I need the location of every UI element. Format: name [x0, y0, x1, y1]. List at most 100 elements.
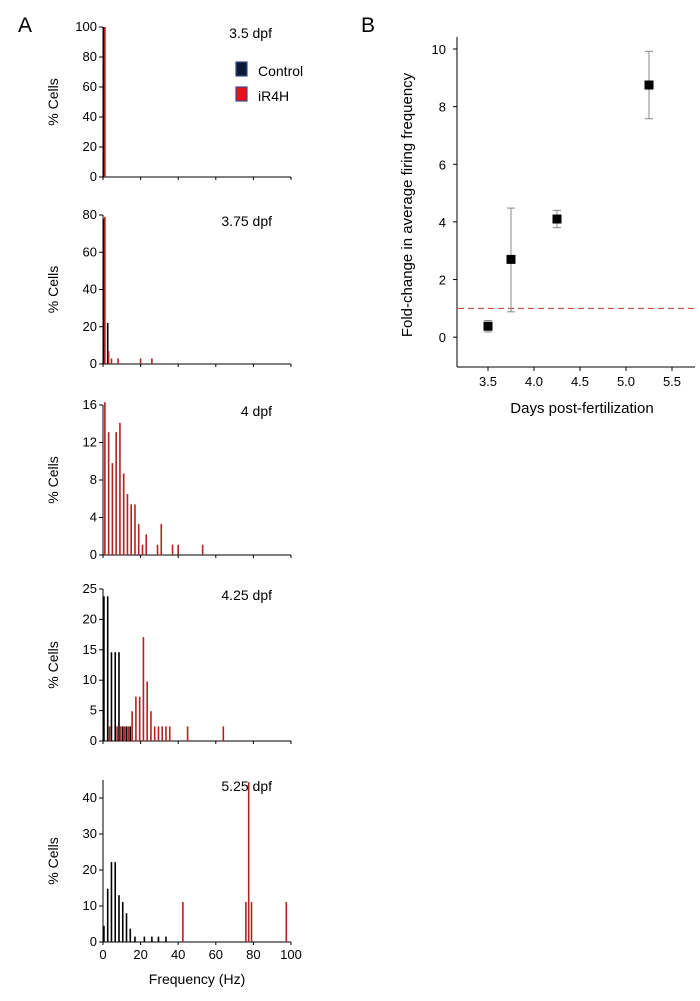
y-tick-label: 0: [90, 733, 97, 748]
data-point: [644, 80, 654, 90]
bar-control: [103, 925, 105, 942]
bar-ir4h: [153, 726, 156, 741]
bar-ir4h: [247, 782, 250, 942]
bar-control: [110, 652, 113, 741]
bar-ir4h: [110, 358, 113, 364]
data-point: [483, 321, 493, 331]
histogram-1-y-label: % Cells: [45, 78, 61, 125]
y-tick-label: 20: [83, 139, 97, 154]
histogram-2-title: 3.75 dpf: [221, 213, 272, 229]
y-tick-label: 0: [90, 169, 97, 184]
bar-ir4h: [127, 726, 130, 741]
bar-control: [157, 936, 160, 942]
y-tick-label: 8: [90, 472, 97, 487]
bar-control: [125, 726, 128, 741]
scatter-x-tick-label: 5.0: [617, 374, 635, 389]
y-tick-label: 4: [90, 510, 97, 525]
x-tick-label: 0: [99, 947, 106, 962]
y-tick-label: 10: [83, 672, 97, 687]
y-tick-label: 0: [90, 547, 97, 562]
y-tick-label: 80: [83, 49, 97, 64]
y-tick-label: 20: [83, 862, 97, 877]
y-tick-label: 25: [83, 581, 97, 596]
bar-ir4h: [122, 473, 125, 555]
scatter-y-tick-label: 4: [439, 215, 446, 230]
x-tick-label: 60: [209, 947, 223, 962]
bar-ir4h: [123, 726, 126, 741]
y-tick-label: 15: [83, 642, 97, 657]
bar-ir4h: [186, 726, 189, 741]
histogram-4-y-label: % Cells: [45, 641, 61, 688]
bar-ir4h: [115, 432, 117, 555]
bar-ir4h: [160, 524, 163, 555]
bar-ir4h: [182, 902, 184, 942]
bar-ir4h: [130, 504, 132, 555]
y-tick-label: 30: [83, 826, 97, 841]
scatter-x-tick-label: 4.5: [571, 374, 589, 389]
histogram-5-y-label: % Cells: [45, 837, 61, 884]
bar-ir4h: [171, 544, 174, 555]
histogram-1-title: 3.5 dpf: [229, 25, 272, 41]
scatter-y-tick-label: 6: [439, 157, 446, 172]
bar-control: [103, 218, 105, 364]
bar-ir4h: [285, 902, 288, 942]
data-point: [552, 214, 562, 224]
bar-ir4h: [135, 696, 137, 741]
bar-ir4h: [117, 358, 119, 364]
scatter-x-tick-label: 5.5: [663, 374, 681, 389]
bar-ir4h: [250, 902, 253, 942]
y-tick-label: 40: [83, 282, 97, 297]
bar-ir4h: [104, 216, 106, 364]
bar-control: [151, 936, 153, 942]
bar-ir4h: [107, 432, 110, 555]
bar-control: [165, 936, 167, 942]
bar-ir4h: [151, 358, 153, 364]
scatter-y-tick-label: 0: [439, 330, 446, 345]
y-tick-label: 0: [90, 934, 97, 949]
y-tick-label: 16: [83, 397, 97, 412]
scatter-x-tick-label: 3.5: [479, 374, 497, 389]
scatter-y-tick-label: 10: [432, 42, 446, 57]
y-tick-label: 60: [83, 244, 97, 259]
legend-ir4h-swatch: [235, 86, 248, 102]
bar-ir4h: [157, 726, 160, 741]
bar-ir4h: [120, 726, 122, 741]
bar-ir4h: [168, 726, 171, 741]
x-tick-label: 40: [171, 947, 185, 962]
scatter-y-axis-label: Fold-change in average firing frequency: [399, 72, 416, 337]
bar-control: [106, 323, 109, 364]
y-tick-label: 20: [83, 611, 97, 626]
bar-ir4h: [134, 504, 136, 555]
bar-control: [106, 596, 109, 741]
bar-ir4h: [104, 402, 106, 555]
bar-control: [121, 902, 124, 942]
y-tick-label: 40: [83, 109, 97, 124]
scatter-y-tick-label: 2: [439, 273, 446, 288]
y-tick-label: 100: [75, 19, 97, 34]
y-tick-label: 12: [83, 435, 97, 450]
bar-ir4h: [126, 494, 129, 555]
y-tick-label: 40: [83, 790, 97, 805]
y-tick-label: 80: [83, 207, 97, 222]
scatter-y-tick-label: 8: [439, 100, 446, 115]
x-tick-label: 20: [133, 947, 147, 962]
legend-ir4h-label: iR4H: [258, 88, 289, 104]
x-tick-label: 80: [246, 947, 260, 962]
bar-ir4h: [141, 544, 144, 555]
panel-label-a: A: [18, 14, 33, 37]
legend-control-swatch: [235, 61, 248, 77]
bar-ir4h: [177, 544, 179, 555]
histogram-5-title: 5.25 dpf: [221, 778, 272, 794]
bar-ir4h: [222, 726, 225, 741]
bar-ir4h: [131, 711, 133, 741]
bar-control: [125, 913, 128, 942]
bar-ir4h: [165, 726, 167, 741]
bar-control: [103, 596, 105, 741]
bar-control: [118, 652, 120, 741]
bar-control: [114, 652, 117, 741]
bar-ir4h: [137, 524, 140, 555]
panel-label-b: B: [361, 14, 376, 37]
bar-ir4h: [146, 681, 148, 741]
y-tick-label: 5: [90, 703, 97, 718]
histogram-3-title: 4 dpf: [241, 403, 272, 419]
